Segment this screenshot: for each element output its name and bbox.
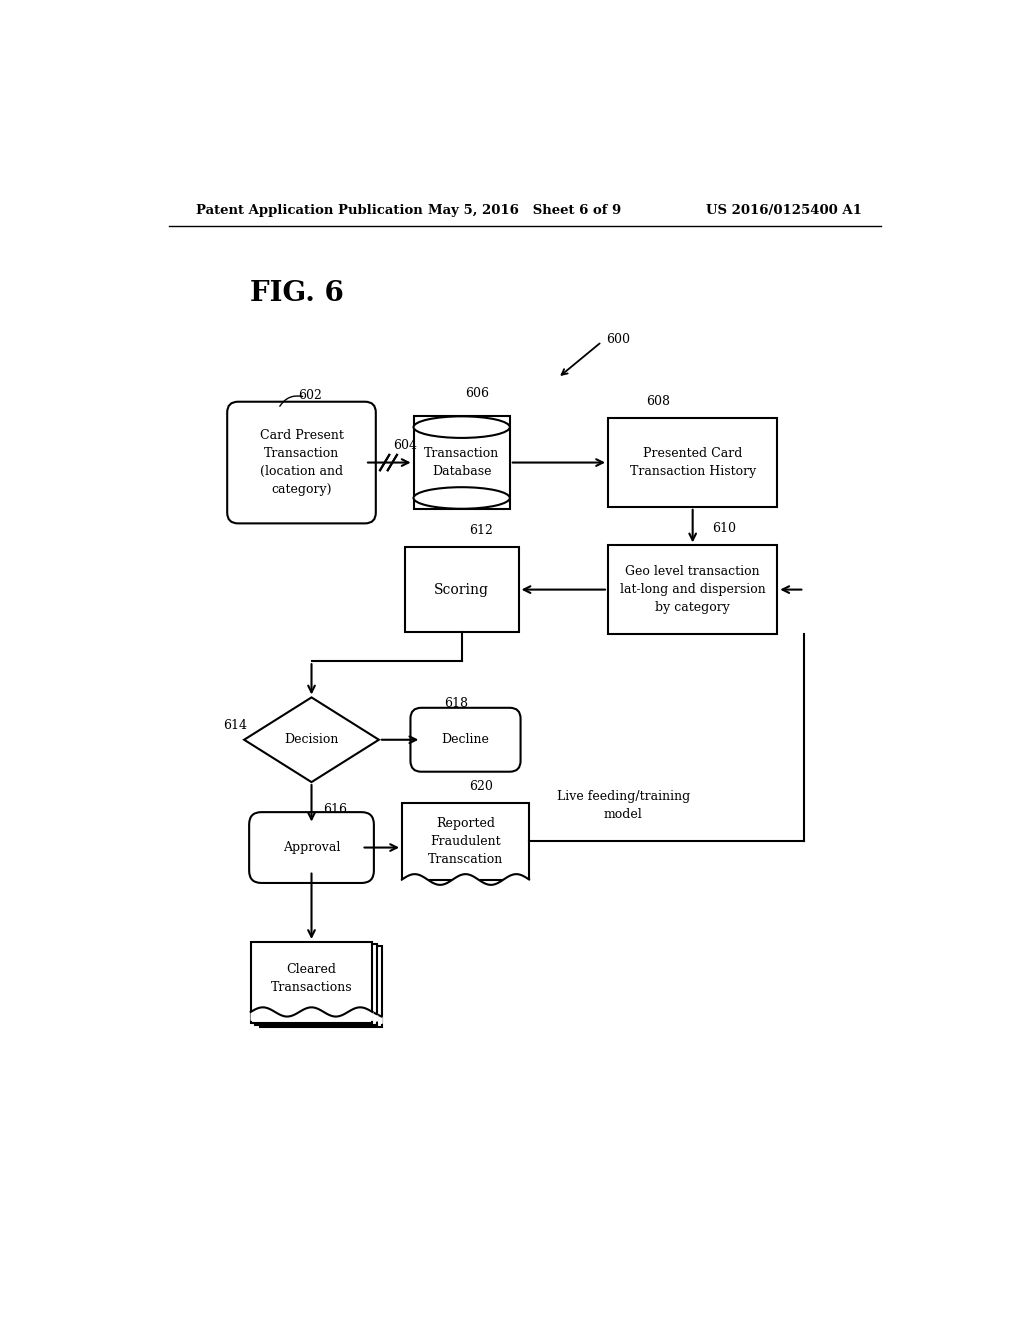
Text: 604: 604	[393, 440, 417, 453]
Text: Cleared
Transactions: Cleared Transactions	[270, 964, 352, 994]
Bar	[402, 804, 529, 879]
FancyBboxPatch shape	[227, 401, 376, 524]
Text: 612: 612	[469, 524, 494, 537]
Text: Geo level transaction
lat-long and dispersion
by category: Geo level transaction lat-long and dispe…	[620, 565, 766, 614]
Text: Reported
Fraudulent
Transcation: Reported Fraudulent Transcation	[428, 817, 503, 866]
Text: Presented Card
Transaction History: Presented Card Transaction History	[630, 447, 756, 478]
Text: 610: 610	[712, 521, 736, 535]
Polygon shape	[244, 697, 379, 781]
Text: Patent Application Publication: Patent Application Publication	[196, 205, 423, 218]
Bar	[255, 944, 377, 1026]
Text: 618: 618	[444, 697, 468, 710]
Text: 602: 602	[298, 389, 322, 403]
Bar	[260, 946, 382, 1027]
Text: May 5, 2016   Sheet 6 of 9: May 5, 2016 Sheet 6 of 9	[428, 205, 622, 218]
Text: 608: 608	[646, 395, 671, 408]
Text: Approval: Approval	[283, 841, 340, 854]
Text: Card Present
Transaction
(location and
category): Card Present Transaction (location and c…	[259, 429, 343, 496]
Ellipse shape	[415, 417, 509, 437]
Text: FIG. 6: FIG. 6	[250, 280, 344, 306]
Ellipse shape	[414, 416, 510, 438]
Text: 614: 614	[223, 719, 247, 733]
Bar	[404, 548, 518, 632]
Text: Live feeding/training
model: Live feeding/training model	[557, 789, 690, 821]
Text: Decline: Decline	[441, 733, 489, 746]
Bar	[414, 416, 510, 508]
Text: Scoring: Scoring	[434, 582, 489, 597]
Bar	[608, 418, 777, 507]
Bar	[608, 545, 777, 634]
FancyBboxPatch shape	[249, 812, 374, 883]
Text: Decision: Decision	[285, 733, 339, 746]
Text: 616: 616	[323, 803, 347, 816]
Ellipse shape	[414, 487, 510, 508]
Text: 620: 620	[469, 780, 494, 793]
Text: Transaction
Database: Transaction Database	[424, 447, 500, 478]
Text: 606: 606	[466, 387, 489, 400]
Bar	[251, 942, 373, 1023]
Text: 600: 600	[606, 333, 631, 346]
Text: US 2016/0125400 A1: US 2016/0125400 A1	[707, 205, 862, 218]
FancyBboxPatch shape	[411, 708, 520, 772]
